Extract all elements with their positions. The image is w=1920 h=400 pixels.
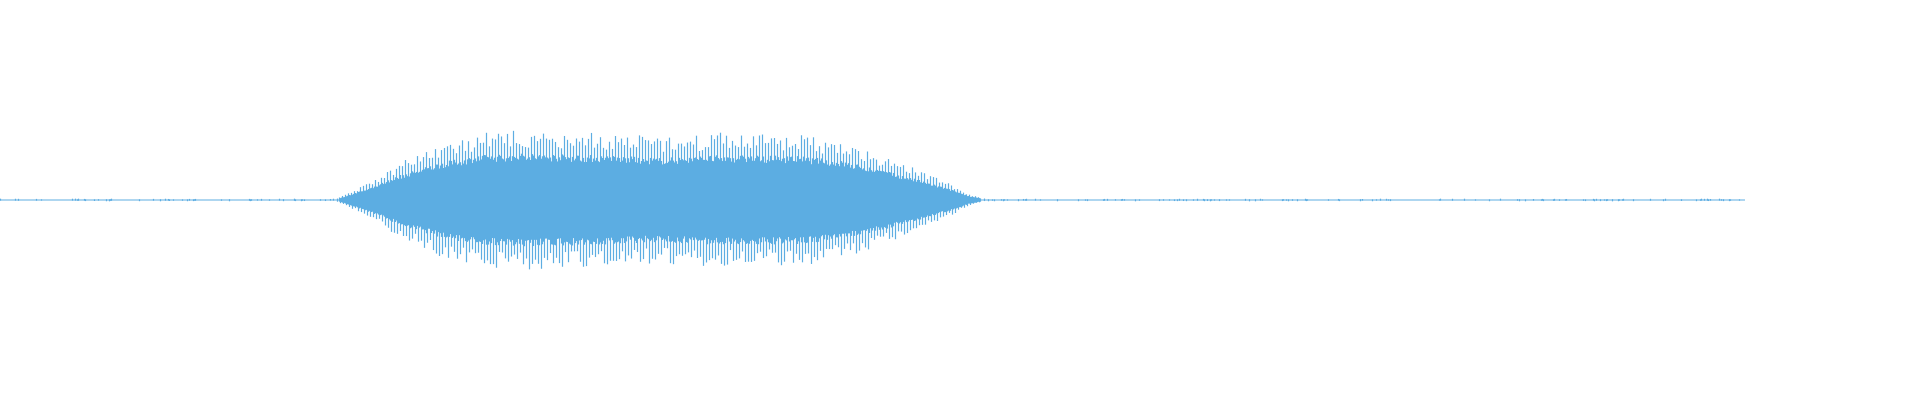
waveform-samples [0, 130, 1745, 270]
